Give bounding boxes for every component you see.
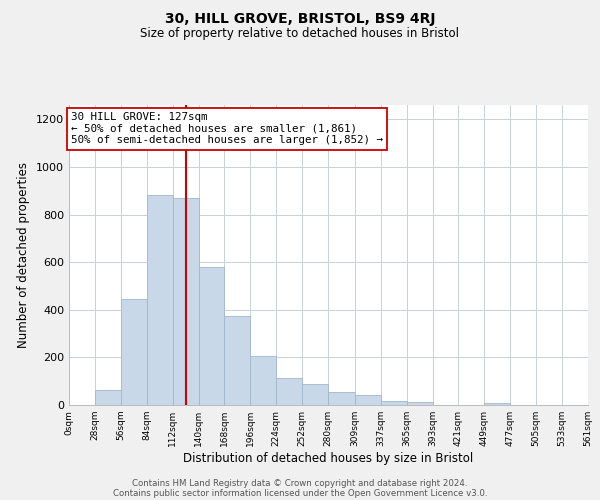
Bar [250,356,276,405]
Bar [355,395,381,405]
Bar [381,402,407,405]
Bar [328,392,355,405]
Bar [95,390,121,405]
Bar [407,402,433,405]
Text: Contains public sector information licensed under the Open Government Licence v3: Contains public sector information licen… [113,488,487,498]
Bar [276,378,302,405]
Bar [121,299,147,405]
Bar [302,384,328,405]
Bar [147,196,173,405]
Bar [484,403,510,405]
Bar [199,267,224,405]
Text: 30 HILL GROVE: 127sqm
← 50% of detached houses are smaller (1,861)
50% of semi-d: 30 HILL GROVE: 127sqm ← 50% of detached … [71,112,383,146]
X-axis label: Distribution of detached houses by size in Bristol: Distribution of detached houses by size … [184,452,473,465]
Bar [173,198,199,405]
Bar [224,316,250,405]
Text: Size of property relative to detached houses in Bristol: Size of property relative to detached ho… [140,28,460,40]
Text: Contains HM Land Registry data © Crown copyright and database right 2024.: Contains HM Land Registry data © Crown c… [132,478,468,488]
Text: 30, HILL GROVE, BRISTOL, BS9 4RJ: 30, HILL GROVE, BRISTOL, BS9 4RJ [165,12,435,26]
Y-axis label: Number of detached properties: Number of detached properties [17,162,31,348]
